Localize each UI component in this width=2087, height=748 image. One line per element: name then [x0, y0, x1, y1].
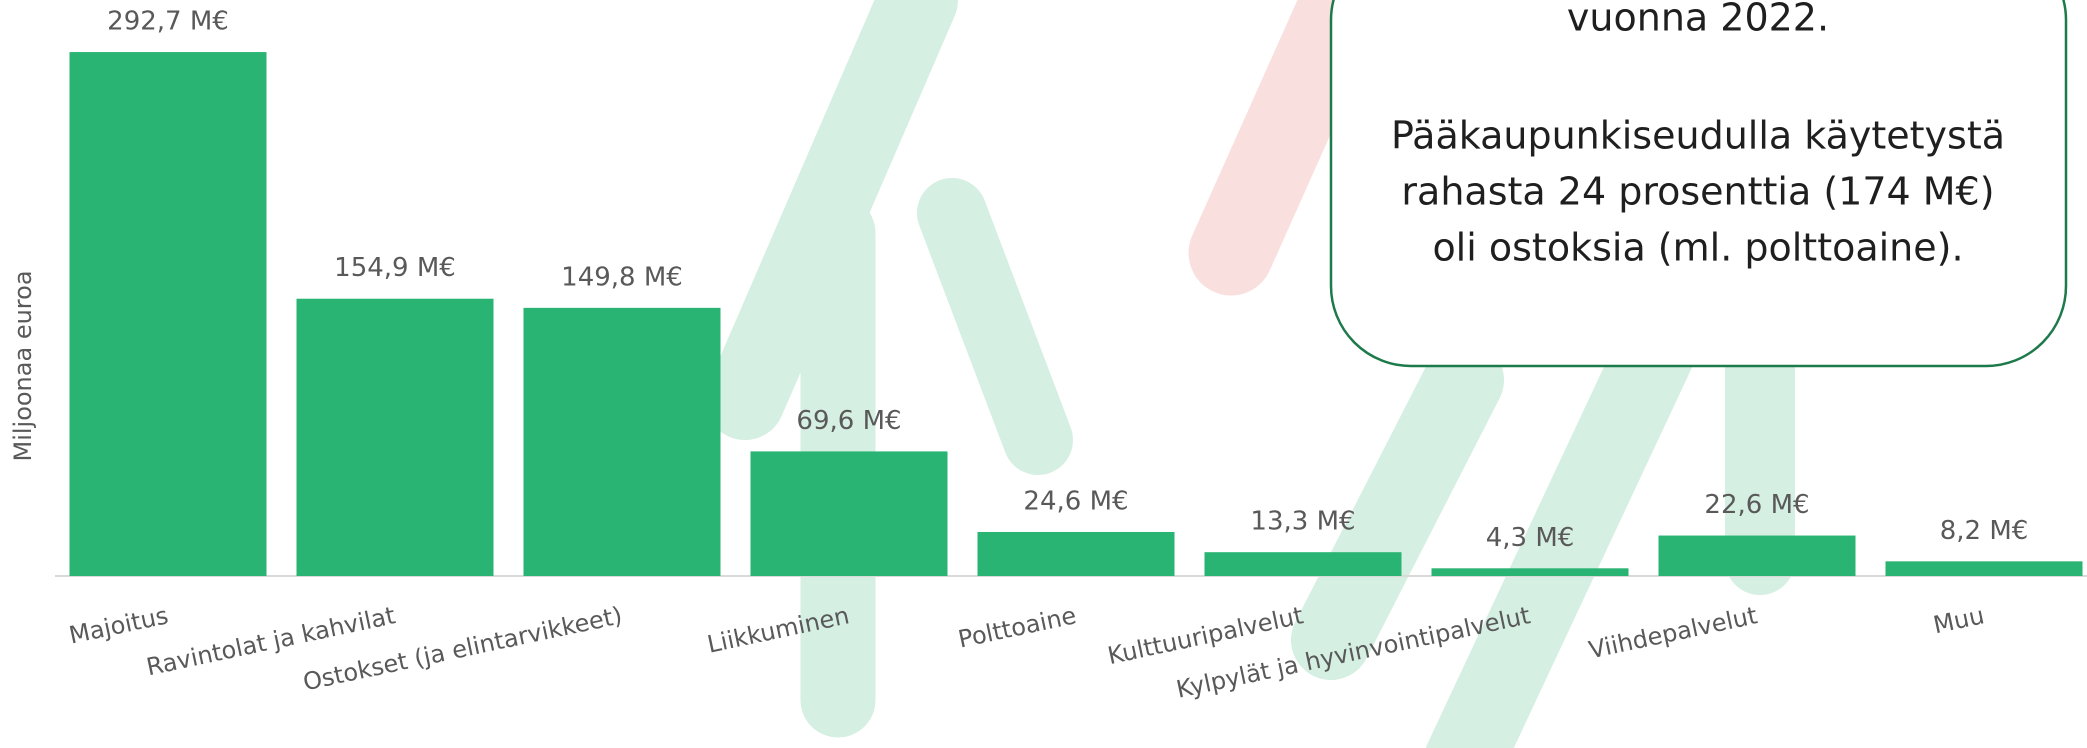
value-label: 154,9 M€ — [334, 253, 456, 283]
annotation: rahasta 24 prosenttia (174 M€) — [1401, 170, 1994, 214]
bar — [524, 308, 721, 576]
bar — [70, 52, 267, 576]
chart: Miljoonaa euroa 292,7 M€ Majoitus 154,9 M€… — [0, 0, 2087, 748]
value-label: 8,2 M€ — [1940, 516, 2029, 546]
bar — [1432, 568, 1629, 576]
bar — [1659, 536, 1856, 576]
bar — [978, 532, 1175, 576]
value-label: 292,7 M€ — [107, 7, 229, 37]
x-tick-label: Polttoaine — [956, 601, 1079, 653]
annotation: oli ostoksia (ml. polttoaine). — [1432, 226, 1963, 270]
value-label: 22,6 M€ — [1704, 490, 1809, 520]
annotation: vuonna 2022. — [1567, 0, 1829, 40]
value-label: 69,6 M€ — [796, 406, 901, 436]
bar — [1886, 561, 2083, 576]
value-label: 24,6 M€ — [1023, 486, 1128, 516]
x-tick-label: Muu — [1931, 601, 1987, 639]
bar — [1205, 552, 1402, 576]
bar — [297, 299, 494, 576]
bar — [751, 451, 948, 576]
value-label: 4,3 M€ — [1486, 523, 1575, 553]
value-label: 13,3 M€ — [1250, 507, 1355, 537]
y-axis-label: Miljoonaa euroa — [9, 270, 37, 461]
annotation: Pääkaupunkiseudulla käytetystä — [1391, 114, 2005, 158]
x-tick-label: Majoitus — [67, 601, 171, 649]
x-tick-label: Viihdepalvelut — [1586, 601, 1759, 664]
value-label: 149,8 M€ — [561, 262, 683, 292]
